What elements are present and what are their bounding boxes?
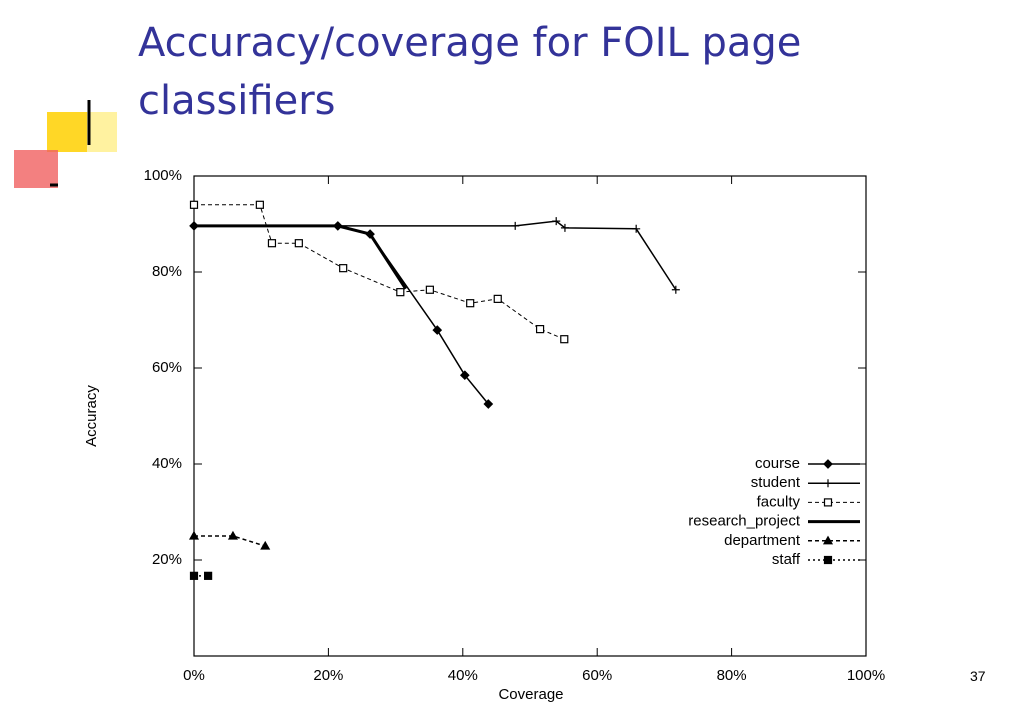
legend-marker — [823, 459, 833, 469]
decor-square — [14, 150, 58, 188]
marker — [432, 325, 443, 335]
marker — [560, 335, 569, 344]
plot-frame — [193, 175, 867, 657]
marker — [267, 239, 277, 248]
decor-square — [87, 112, 117, 152]
x-tick-label: 40% — [448, 667, 478, 684]
marker — [483, 399, 494, 409]
legend-label: course — [755, 455, 800, 472]
page-number: 37 — [970, 668, 986, 684]
y-tick-label: 60% — [152, 359, 182, 376]
x-tick-label: 100% — [847, 667, 885, 684]
y-tick-label: 80% — [152, 263, 182, 280]
marker — [227, 530, 239, 540]
decor-square — [47, 112, 87, 152]
marker — [294, 239, 303, 248]
marker — [552, 217, 561, 226]
legend-label: department — [724, 532, 801, 549]
marker — [632, 224, 641, 233]
marker — [459, 370, 470, 381]
marker — [396, 288, 405, 297]
marker — [511, 221, 520, 230]
x-tick-label: 80% — [717, 667, 747, 684]
marker — [671, 285, 680, 294]
series-line — [194, 224, 407, 290]
marker — [260, 540, 271, 550]
legend-label: research_project — [688, 513, 801, 530]
legend-marker — [823, 498, 833, 507]
legend-label: student — [751, 474, 801, 491]
y-tick-label: 40% — [152, 455, 182, 472]
legend-marker — [823, 555, 833, 565]
x-tick-label: 60% — [582, 667, 612, 684]
series-line — [194, 225, 489, 405]
y-tick-label: 100% — [144, 167, 182, 184]
marker — [255, 200, 264, 209]
legend-marker — [822, 535, 834, 545]
marker — [189, 200, 199, 209]
x-tick-label: 0% — [183, 667, 205, 684]
marker — [425, 285, 434, 294]
x-tick-label: 20% — [313, 667, 343, 684]
series-line — [194, 220, 677, 291]
slide-title: Accuracy/coverage for FOIL page classifi… — [138, 20, 802, 124]
marker — [188, 530, 200, 540]
marker — [560, 223, 569, 232]
y-axis-label: Accuracy — [83, 385, 100, 447]
legend-marker — [824, 479, 832, 488]
marker — [493, 294, 502, 303]
legend-label: faculty — [757, 493, 801, 510]
marker — [466, 299, 475, 308]
marker — [535, 325, 545, 334]
marker — [204, 571, 213, 580]
legend-label: staff — [772, 551, 801, 568]
x-axis-label: Coverage — [498, 686, 563, 703]
marker — [339, 264, 348, 273]
y-tick-label: 20% — [152, 551, 182, 568]
marker — [189, 571, 199, 580]
